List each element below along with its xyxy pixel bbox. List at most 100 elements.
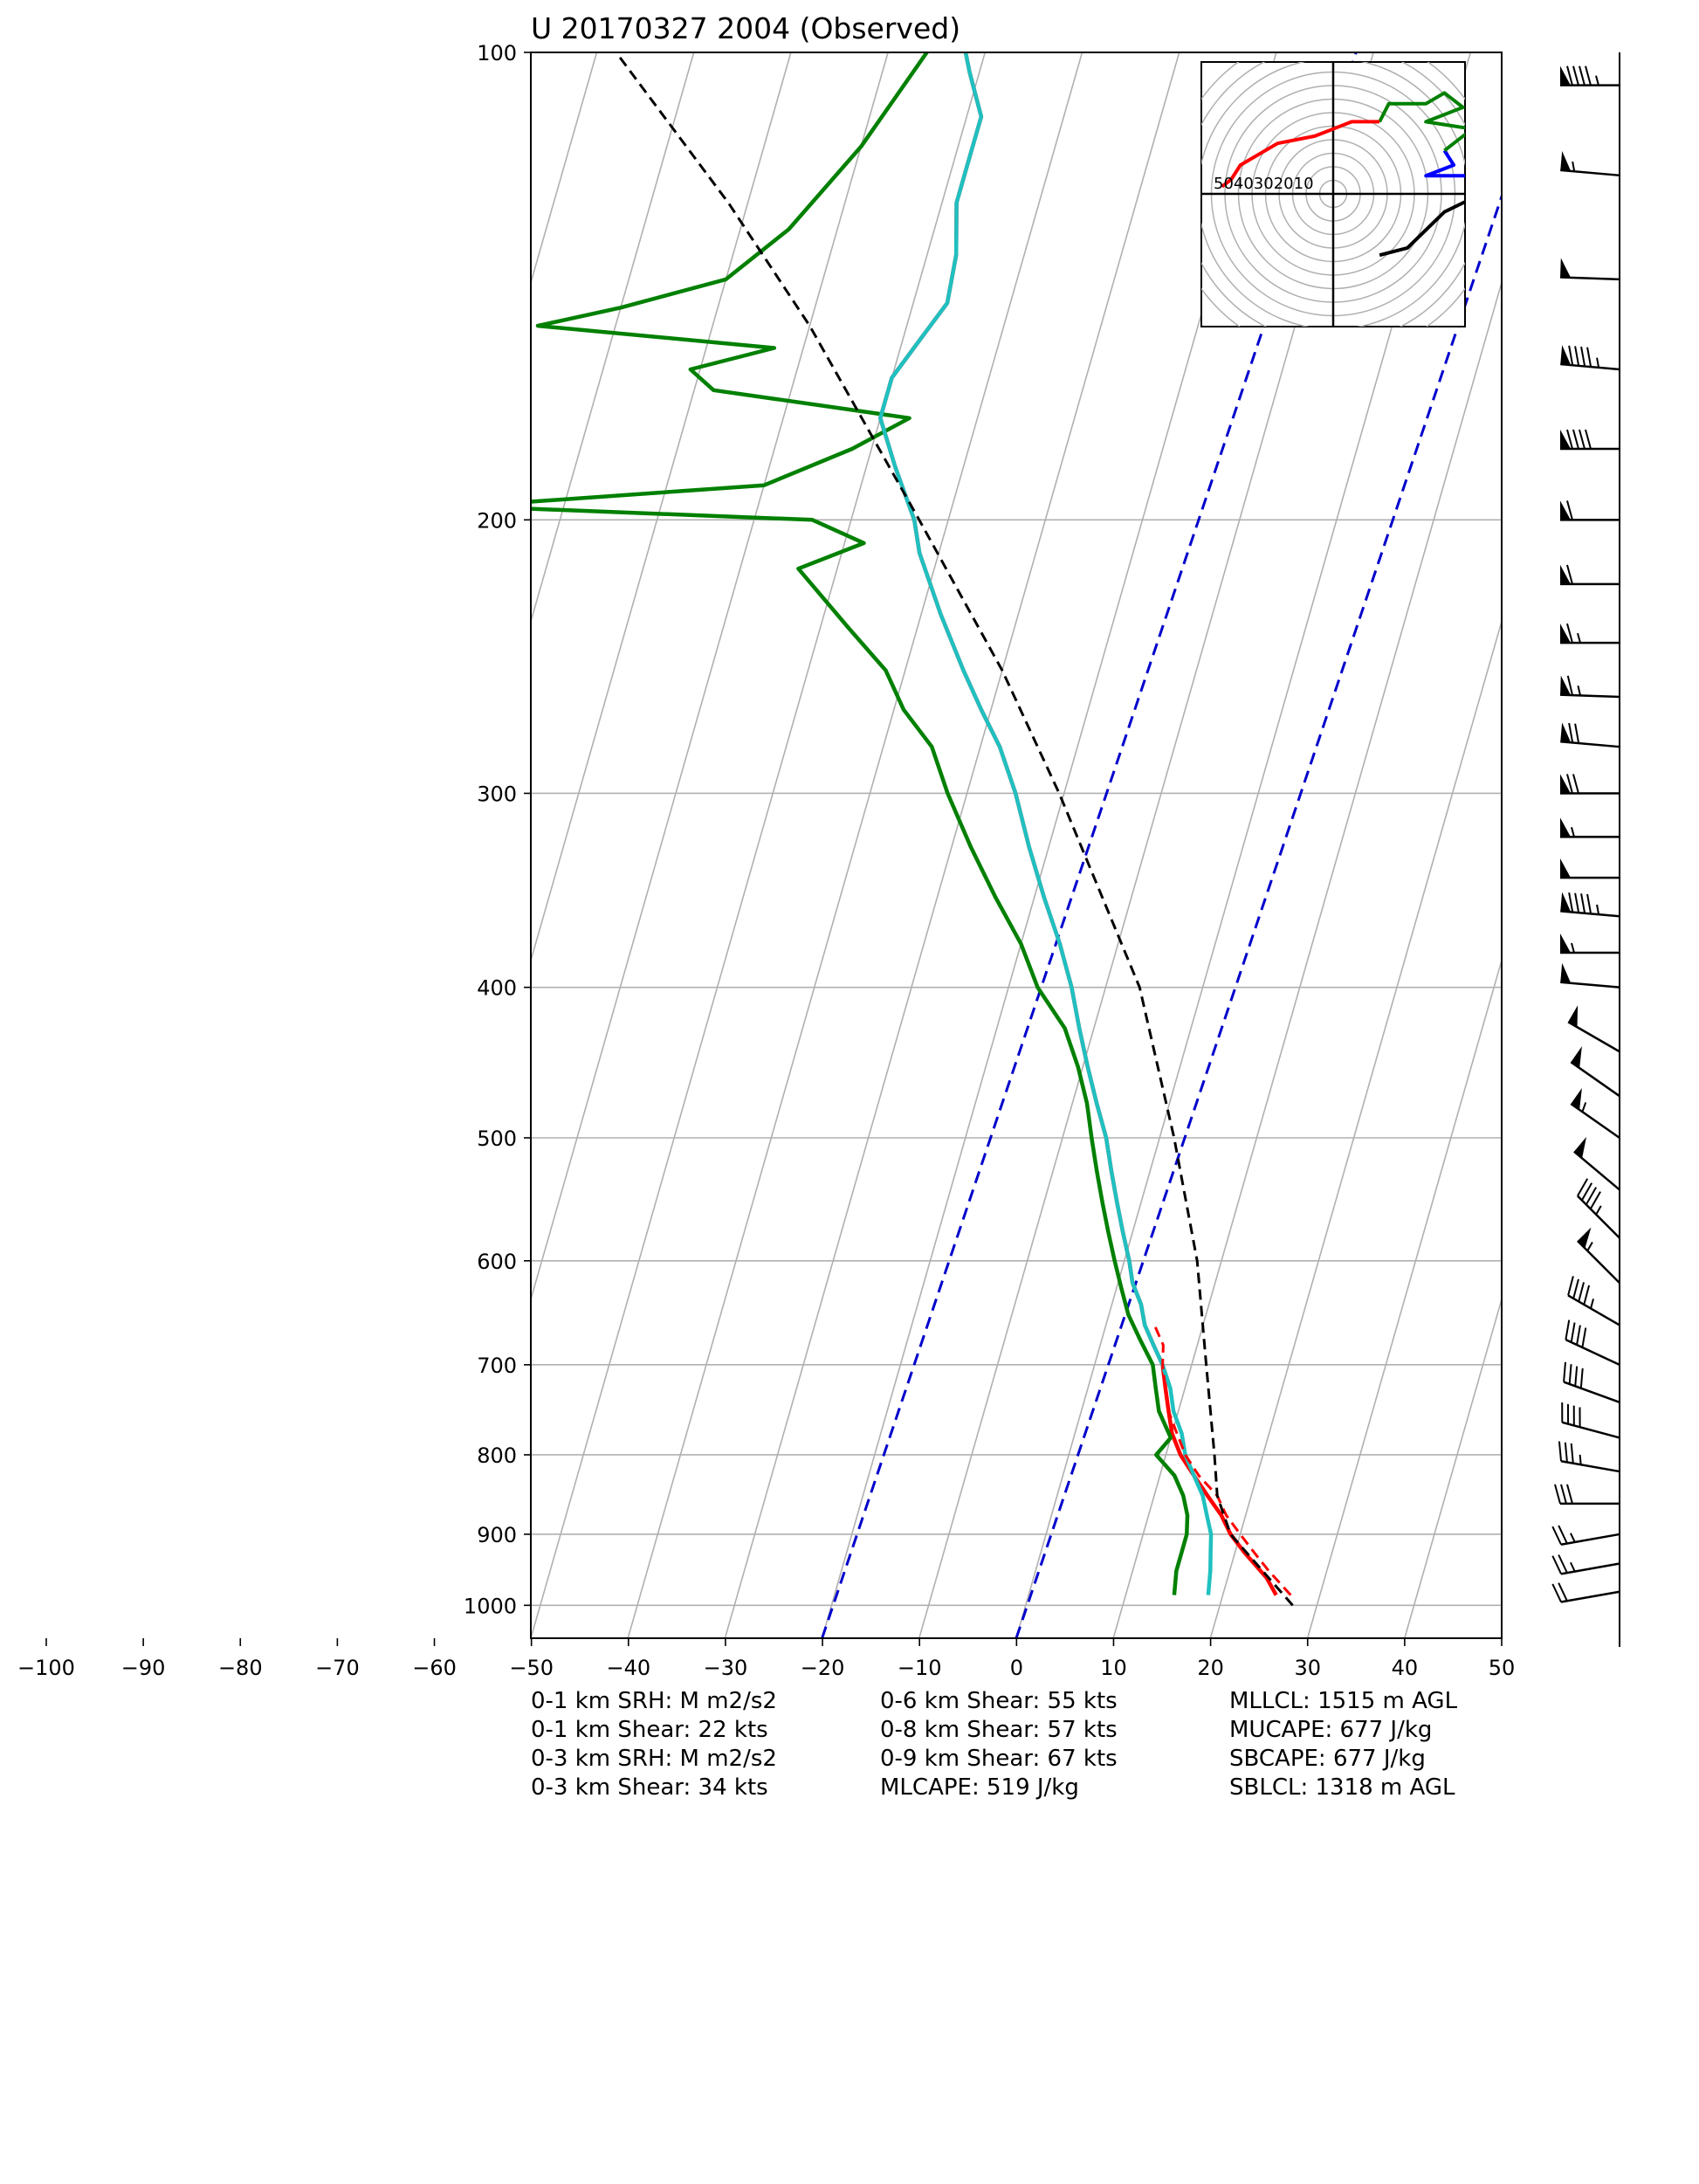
isotherm-gridline [531, 52, 695, 624]
x-tick-label: −40 [606, 1656, 650, 1680]
hodograph: 5040302010 [1200, 61, 1466, 327]
x-tick-label: −90 [121, 1656, 166, 1680]
x-tick-label: 20 [1197, 1656, 1224, 1680]
y-tick-label: 1000 [464, 1594, 517, 1618]
isotherm-gridline [531, 52, 987, 1638]
stats-column-1: 0-1 km SRH: M m2/s2 0-1 km Shear: 22 kts… [531, 1687, 777, 1802]
hodograph-trace [1378, 91, 1465, 152]
hodograph-ring-labels: 5040302010 [1214, 175, 1314, 193]
y-tick-label: 200 [477, 508, 517, 533]
dewpoint-line [531, 52, 1190, 1595]
y-tick-label: 900 [477, 1523, 517, 1547]
y-tick-label: 400 [477, 976, 517, 1001]
hodograph-trace [1221, 120, 1380, 189]
stat-line: SBCAPE: 677 J/kg [1229, 1746, 1426, 1772]
stat-line: SBLCL: 1318 m AGL [1229, 1774, 1455, 1801]
stat-line: 0-1 km Shear: 22 kts [531, 1717, 768, 1743]
stat-line: MUCAPE: 677 J/kg [1229, 1717, 1433, 1743]
stat-line: MLLCL: 1515 m AGL [1229, 1688, 1458, 1714]
stat-line: 0-6 km Shear: 55 kts [880, 1688, 1118, 1714]
wind-barb [1560, 623, 1620, 644]
isotherm-gridline [1404, 1296, 1502, 1638]
isotherm-gridline [1112, 279, 1502, 1638]
isotherm-gridline [724, 52, 1180, 1638]
isotherm-gridline [45, 52, 499, 1638]
isotherm-gridline [0, 52, 111, 1638]
wind-barb [1560, 429, 1620, 451]
wind-barb [1565, 1319, 1620, 1366]
wind-barbs [1551, 52, 1620, 1647]
y-tick-label: 100 [477, 41, 517, 65]
wind-barb [1559, 258, 1620, 281]
isotherm-gridline [1306, 957, 1502, 1638]
isotherm-gridline [531, 52, 598, 286]
wind-barb [1551, 1554, 1620, 1575]
series-group [531, 52, 1294, 1607]
parcel-temperature-line [615, 52, 1294, 1607]
isotherm-gridline [1209, 618, 1502, 1638]
isotherm-gridline [531, 52, 792, 963]
wind-barb [1560, 345, 1620, 371]
stat-line: MLCAPE: 519 J/kg [880, 1774, 1079, 1801]
wind-barb [1561, 1402, 1620, 1439]
wind-barb [1570, 1087, 1620, 1140]
wind-barb [1560, 65, 1620, 86]
x-tick-label: −10 [898, 1656, 942, 1680]
wind-barb [1559, 675, 1620, 699]
wind-barb [1573, 1136, 1620, 1191]
x-tick-label: 50 [1489, 1656, 1516, 1680]
y-tick-label: 800 [477, 1443, 517, 1468]
wind-barb [1560, 500, 1620, 521]
isotherm-gridline [0, 52, 402, 1638]
wind-barb [1560, 858, 1620, 879]
wind-barb [1551, 1582, 1620, 1603]
wind-barb [1560, 774, 1620, 795]
wind-barb [1577, 1227, 1620, 1285]
wind-barb [1560, 722, 1620, 748]
stat-line: 0-1 km SRH: M m2/s2 [531, 1688, 777, 1714]
x-tick-label: 0 [1010, 1656, 1023, 1680]
wind-barb [1560, 962, 1620, 989]
x-tick-label: 30 [1294, 1656, 1321, 1680]
isotherm-gridline [627, 52, 1083, 1638]
x-tick-label: −50 [509, 1656, 554, 1680]
y-tick-label: 600 [477, 1250, 517, 1274]
wind-barb [1570, 1046, 1620, 1098]
stat-line: 0-3 km SRH: M m2/s2 [531, 1746, 777, 1772]
stats-column-2: 0-6 km Shear: 55 kts 0-8 km Shear: 57 kt… [880, 1687, 1118, 1802]
wind-barb [1567, 1005, 1620, 1053]
hodograph-trace [1424, 149, 1465, 178]
x-tick-label: −60 [412, 1656, 457, 1680]
hodograph-trace [1379, 199, 1465, 258]
x-tick-label: −20 [801, 1656, 845, 1680]
wind-barb [1560, 892, 1620, 918]
virtual-temperature-line [878, 52, 1214, 1595]
parcel-virtual-temperature-line [1152, 1324, 1292, 1596]
x-tick-label: 40 [1392, 1656, 1419, 1680]
isotherm-gridline [0, 52, 14, 1638]
chart-title: U 20170327 2004 (Observed) [531, 11, 960, 45]
wind-barb [1560, 817, 1620, 838]
isotherm-gridline [1501, 1636, 1502, 1638]
y-tick-label: 700 [477, 1354, 517, 1378]
isotherm-gridline [531, 52, 889, 1302]
isotherm-gridline [0, 52, 209, 1638]
x-tick-label: −80 [218, 1656, 263, 1680]
x-tick-label: −30 [704, 1656, 748, 1680]
x-tick-label: −100 [17, 1656, 75, 1680]
wind-barb [1577, 1178, 1620, 1239]
isotherm-gridline [0, 52, 306, 1638]
wind-barb [1563, 1361, 1620, 1403]
stat-line: 0-3 km Shear: 34 kts [531, 1774, 768, 1801]
x-tick-label: −70 [315, 1656, 360, 1680]
wind-barb [1551, 1525, 1620, 1546]
x-tick-label: 10 [1100, 1656, 1127, 1680]
wind-barb [1567, 1276, 1620, 1326]
y-tick-label: 500 [477, 1126, 517, 1151]
stat-line: 0-9 km Shear: 67 kts [880, 1746, 1118, 1772]
wind-barb [1560, 564, 1620, 586]
wind-barb [1560, 150, 1620, 177]
stats-column-3: MLLCL: 1515 m AGL MUCAPE: 677 J/kg SBCAP… [1229, 1687, 1457, 1802]
wind-barb [1554, 1484, 1620, 1505]
